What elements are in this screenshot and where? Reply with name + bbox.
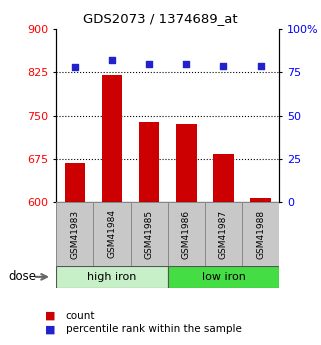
Point xyxy=(147,61,152,67)
Bar xyxy=(205,202,242,266)
Text: count: count xyxy=(66,311,95,321)
Point xyxy=(109,58,115,63)
Bar xyxy=(56,202,93,266)
Text: GSM41985: GSM41985 xyxy=(145,209,154,259)
Point xyxy=(184,61,189,67)
Text: ■: ■ xyxy=(45,311,56,321)
Text: GSM41984: GSM41984 xyxy=(108,209,117,258)
Bar xyxy=(93,202,131,266)
Bar xyxy=(176,124,196,202)
Bar xyxy=(65,163,85,202)
Point xyxy=(221,63,226,68)
Bar xyxy=(168,202,205,266)
Text: low iron: low iron xyxy=(202,272,246,282)
Bar xyxy=(250,198,271,202)
Bar xyxy=(131,202,168,266)
Bar xyxy=(242,202,279,266)
Text: GSM41987: GSM41987 xyxy=(219,209,228,259)
Bar xyxy=(168,266,279,288)
Text: GSM41986: GSM41986 xyxy=(182,209,191,259)
Text: high iron: high iron xyxy=(87,272,137,282)
Bar xyxy=(213,154,234,202)
Text: GDS2073 / 1374689_at: GDS2073 / 1374689_at xyxy=(83,12,238,25)
Bar xyxy=(139,122,159,202)
Text: percentile rank within the sample: percentile rank within the sample xyxy=(66,325,242,334)
Point xyxy=(72,65,77,70)
Text: GSM41983: GSM41983 xyxy=(70,209,79,259)
Point xyxy=(258,63,263,68)
Bar xyxy=(102,75,122,202)
Text: dose: dose xyxy=(8,270,36,283)
Text: GSM41988: GSM41988 xyxy=(256,209,265,259)
Bar xyxy=(56,266,168,288)
Text: ■: ■ xyxy=(45,325,56,334)
